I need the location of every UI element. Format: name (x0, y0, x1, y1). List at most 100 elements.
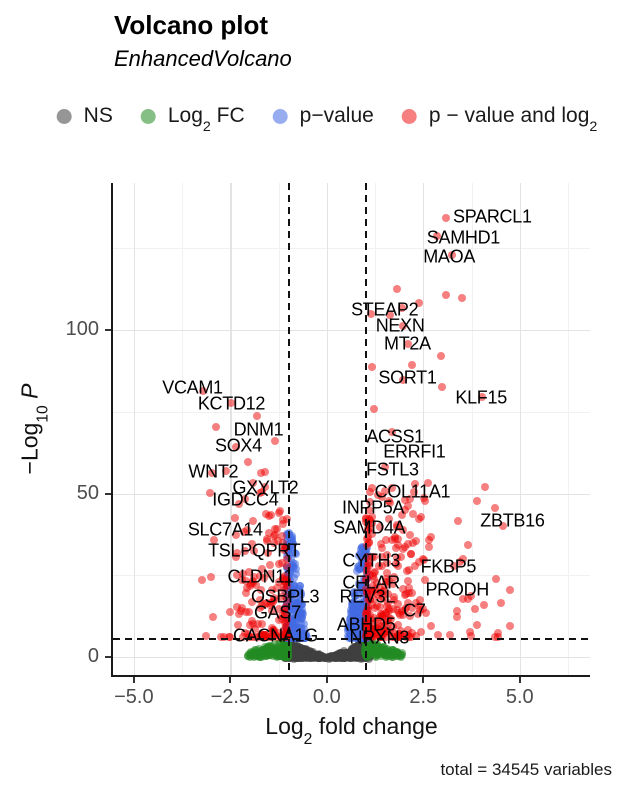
data-point-both (389, 628, 398, 637)
gene-label-sort1: SORT1 (378, 367, 437, 388)
x-major-gridline (423, 183, 425, 675)
data-point-both (245, 567, 254, 576)
data-point-both (384, 619, 393, 628)
data-point-fc (397, 650, 406, 659)
data-point-highlight (270, 531, 279, 540)
gene-label-prodh: PRODH (425, 579, 489, 600)
data-point-both (232, 571, 241, 580)
data-point-both (394, 620, 403, 629)
data-point-both (267, 606, 276, 615)
gene-label-slc7a14: SLC7A14 (187, 519, 263, 540)
data-point-both (279, 515, 288, 524)
data-point-ns (293, 652, 302, 661)
x-major-gridline (133, 183, 136, 675)
data-point-both (387, 483, 396, 492)
data-point-p (295, 582, 304, 591)
data-point-both (364, 631, 373, 640)
data-point-both (248, 579, 257, 588)
data-point-both (242, 588, 251, 597)
chart-subtitle: EnhancedVolcano (114, 46, 292, 71)
data-point-fc (270, 646, 279, 655)
data-point-both (391, 543, 400, 552)
data-point-both (281, 592, 290, 601)
data-point-p (354, 590, 363, 599)
data-point-both (400, 506, 409, 515)
data-point-both (238, 604, 247, 613)
data-point-ns (311, 652, 320, 661)
data-point-both (238, 576, 247, 585)
data-point-both (366, 570, 375, 579)
data-point-ns (355, 640, 364, 649)
x-tick-label: 5.0 (505, 686, 534, 708)
data-point-both (275, 604, 284, 613)
y-tick-mark (105, 656, 111, 659)
data-point-both (491, 504, 500, 513)
data-point-both (393, 284, 402, 293)
data-point-both (424, 479, 433, 488)
data-point-ns (300, 652, 309, 661)
data-point-both (465, 628, 474, 637)
data-point-both (248, 539, 257, 548)
data-point-both (386, 311, 395, 320)
data-point-both (263, 536, 272, 545)
data-point-both (397, 626, 406, 635)
data-point-both (272, 583, 281, 592)
data-point-p (354, 579, 363, 588)
data-point-both (256, 469, 265, 478)
data-point-both (363, 527, 372, 536)
data-point-both (401, 543, 410, 552)
data-point-both (379, 592, 388, 601)
fc-cutoff-line (365, 183, 367, 675)
data-point-fc (372, 650, 381, 659)
data-point-both (366, 610, 375, 619)
data-point-p (349, 598, 358, 607)
data-point-both (480, 483, 489, 492)
gene-label-acss1: ACSS1 (366, 426, 424, 447)
x-minor-gridline (471, 183, 473, 675)
data-point-both (419, 493, 428, 502)
data-point-both (258, 565, 267, 574)
legend-key-pvalue-and-log2-dot (401, 108, 417, 124)
data-point-highlight (212, 423, 221, 432)
data-point-both (265, 512, 274, 521)
data-point-both (378, 544, 387, 552)
data-point-both (363, 534, 372, 543)
data-point-both (259, 573, 268, 582)
data-point-both (380, 462, 389, 471)
data-point-fc (262, 651, 271, 660)
data-point-both (370, 603, 379, 612)
x-tick-label: 0.0 (312, 686, 341, 708)
data-point-both (208, 468, 217, 477)
data-point-both (364, 616, 373, 625)
data-point-p (287, 628, 296, 637)
data-point-both (405, 531, 414, 540)
data-point-both (375, 602, 384, 611)
data-point-p (347, 614, 356, 623)
data-point-highlight (442, 213, 451, 222)
x-minor-gridline (568, 183, 569, 675)
data-point-ns (332, 652, 341, 661)
data-point-both (382, 574, 391, 583)
data-point-both (380, 617, 388, 626)
data-point-p (287, 601, 296, 610)
data-point-p (352, 613, 361, 622)
data-point-both (277, 633, 286, 642)
data-point-both (247, 597, 256, 606)
x-minor-gridline (278, 183, 280, 675)
gene-label-gxylt2: GXYLT2 (232, 477, 299, 498)
data-point-both (408, 510, 417, 519)
data-point-p (283, 530, 292, 539)
data-point-highlight (199, 386, 208, 395)
data-point-p (355, 599, 364, 608)
data-point-both (421, 609, 430, 618)
data-point-both (244, 458, 253, 467)
data-point-p (298, 601, 307, 610)
data-point-both (410, 480, 419, 489)
data-point-highlight (478, 393, 487, 402)
y-tick-mark (105, 329, 111, 332)
data-point-highlight (433, 232, 442, 241)
legend-item-pvalue-and-log2: p − value and log2 (401, 104, 597, 134)
data-point-both (270, 539, 279, 548)
data-point-p (355, 621, 364, 630)
